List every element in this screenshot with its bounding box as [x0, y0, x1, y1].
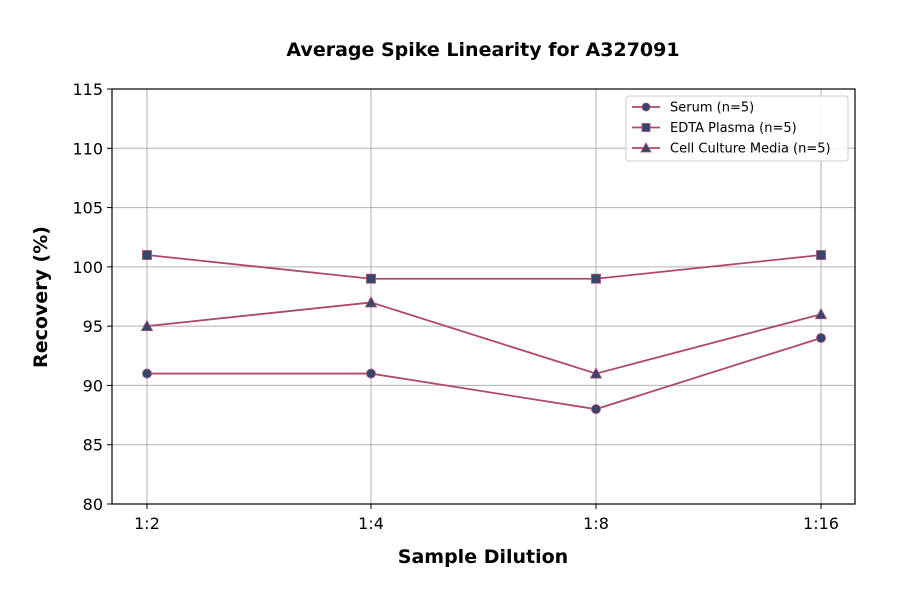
- data-point: [364, 296, 378, 308]
- data-point: [641, 102, 651, 112]
- data-point: [816, 333, 826, 343]
- y-tick-label: 115: [72, 80, 103, 99]
- legend-label: EDTA Plasma (n=5): [670, 121, 797, 136]
- legend-box: [625, 95, 849, 162]
- series-line: [146, 301, 822, 375]
- y-tick-label: 95: [83, 317, 103, 336]
- series-line: [147, 337, 822, 411]
- data-point: [816, 250, 826, 260]
- data-point: [640, 142, 652, 153]
- y-tick-label: 90: [83, 376, 103, 395]
- y-axis-label: Recovery (%): [30, 226, 52, 368]
- chart-title: Average Spike Linearity for A327091: [286, 39, 679, 61]
- data-point: [591, 404, 601, 415]
- data-point: [366, 273, 376, 284]
- data-point: [142, 250, 152, 260]
- plot-frame: [111, 88, 856, 505]
- data-point: [591, 273, 601, 284]
- legend: Serum (n=5) EDTA Plasma (n=5) Cell Culture…: [625, 95, 849, 162]
- data-point: [140, 319, 154, 332]
- data-point: [142, 368, 152, 379]
- data-point: [814, 307, 828, 320]
- y-tick-label: 80: [83, 495, 103, 514]
- series-triangle: [140, 296, 828, 379]
- y-tick-label: 105: [72, 199, 103, 218]
- series-line: [146, 254, 822, 280]
- series-circle: [142, 333, 826, 415]
- series-square: [142, 250, 826, 284]
- x-axis-label: Sample Dilution: [398, 546, 568, 568]
- x-tick-label: 1:4: [358, 514, 384, 533]
- data-point: [641, 123, 651, 132]
- legend-label: Cell Culture Media (n=5): [670, 142, 831, 157]
- legend-label: Serum (n=5): [670, 101, 754, 116]
- y-tick-label: 100: [72, 258, 103, 277]
- x-tick-label: 1:8: [583, 514, 609, 533]
- x-tick-label: 1:16: [803, 514, 839, 533]
- data-point: [589, 367, 603, 379]
- data-point: [366, 368, 376, 379]
- y-tick-label: 110: [72, 139, 103, 158]
- y-tick-label: 85: [83, 436, 103, 455]
- x-tick-label: 1:2: [134, 514, 160, 533]
